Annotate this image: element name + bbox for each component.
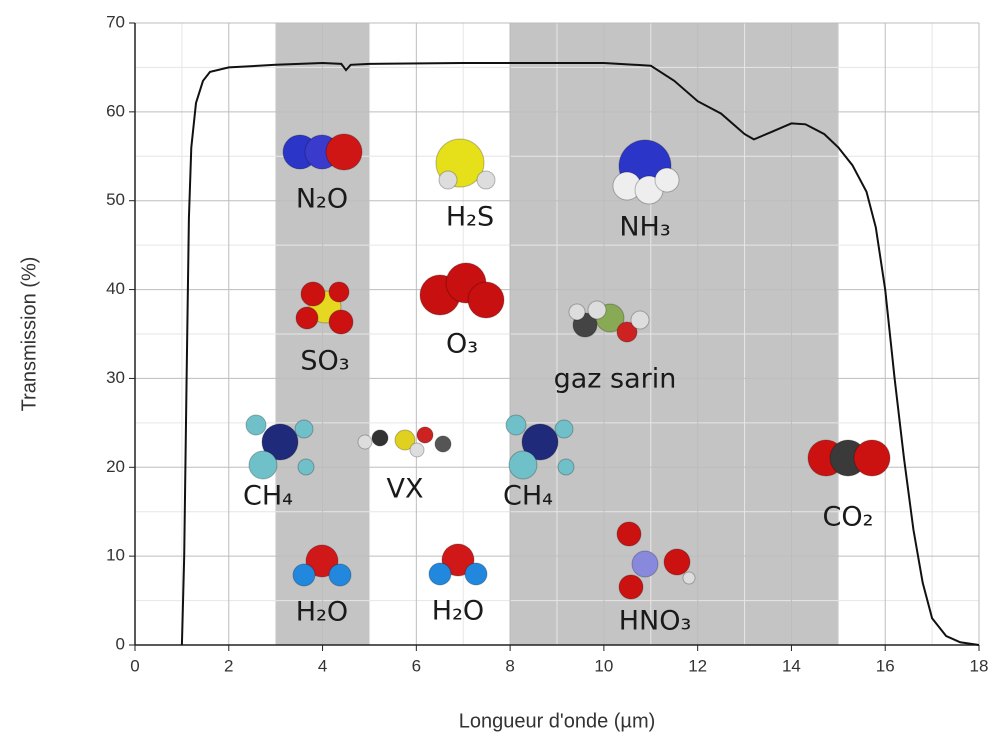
annotation: H₂O: [296, 597, 348, 628]
molecule-atom: [557, 458, 575, 476]
molecule-atom: [305, 544, 339, 578]
annotation: gaz sarin: [554, 364, 677, 395]
x-tick-label: 10: [594, 656, 613, 675]
x-tick-label: 8: [505, 656, 514, 675]
molecule-atom: [297, 458, 315, 476]
molecule-atom: [630, 310, 650, 330]
molecule-atom: [434, 435, 452, 453]
molecule-atom: [631, 550, 659, 578]
molecule-atom: [357, 434, 373, 450]
molecule-atom: [394, 429, 416, 451]
molecule-atom: [409, 442, 425, 458]
y-tick-label: 40: [106, 279, 125, 298]
molecule-atom: [438, 170, 458, 190]
x-axis-label: Longueur d'onde (µm): [459, 710, 656, 732]
molecule-atom: [654, 167, 680, 193]
molecule-atom: [505, 414, 527, 436]
annotation: H₂S: [446, 202, 494, 233]
annotation: SO₃: [300, 346, 349, 377]
y-tick-label: 60: [106, 101, 125, 120]
molecule-atom: [328, 281, 350, 303]
molecule-atom: [464, 562, 488, 586]
molecule-atom: [616, 521, 642, 547]
molecule-atom: [663, 548, 691, 576]
y-tick-label: 20: [106, 457, 125, 476]
annotation: N₂O: [296, 184, 348, 215]
y-tick-label: 10: [106, 546, 125, 565]
molecule-atom: [294, 419, 314, 439]
annotation: CH₄: [243, 481, 293, 512]
x-tick-label: 0: [130, 656, 139, 675]
molecule-atom: [616, 321, 638, 343]
line: [180, 61, 980, 646]
molecule-atom: [328, 309, 354, 335]
molecule-atom: [261, 423, 299, 461]
annotation: NH₃: [619, 212, 670, 243]
x-tick-label: 14: [782, 656, 801, 675]
molecule-atom: [508, 450, 538, 480]
y-tick-label: 70: [106, 12, 125, 31]
molecule-atom: [587, 300, 607, 320]
molecule-atom: [295, 306, 319, 330]
molecule-atom: [441, 543, 475, 577]
annotation: CO₂: [823, 502, 874, 533]
molecule-atom: [428, 562, 452, 586]
molecule-atom: [521, 423, 559, 461]
molecule-atom: [467, 281, 505, 319]
molecule-atom: [371, 429, 389, 447]
annotation: VX: [387, 474, 424, 505]
y-axis-label: Transmission (%): [18, 257, 40, 412]
x-tick-label: 4: [318, 656, 327, 675]
x-tick-label: 2: [224, 656, 233, 675]
molecule-atom: [248, 450, 278, 480]
x-tick-label: 16: [876, 656, 895, 675]
molecule-atom: [682, 571, 696, 585]
y-tick-label: 30: [106, 368, 125, 387]
molecule-atom: [554, 419, 574, 439]
molecule-atom: [853, 439, 891, 477]
molecule-atom: [416, 426, 434, 444]
x-tick-label: 12: [688, 656, 707, 675]
x-tick-label: 18: [970, 656, 989, 675]
y-tick-label: 0: [116, 634, 125, 653]
annotation: O₃: [446, 329, 478, 360]
annotation: HNO₃: [619, 606, 692, 637]
x-tick-label: 6: [412, 656, 421, 675]
annotation: CH₄: [503, 481, 553, 512]
molecule-atom: [300, 281, 326, 307]
molecule-atom: [328, 563, 352, 587]
molecule-atom: [245, 414, 267, 436]
molecule-atom: [618, 574, 644, 600]
annotation: H₂O: [432, 596, 484, 627]
y-tick-label: 50: [106, 190, 125, 209]
molecule-atom: [476, 170, 496, 190]
molecule-atom: [325, 133, 363, 171]
molecule-atom: [292, 563, 316, 587]
molecule-atom: [568, 303, 586, 321]
